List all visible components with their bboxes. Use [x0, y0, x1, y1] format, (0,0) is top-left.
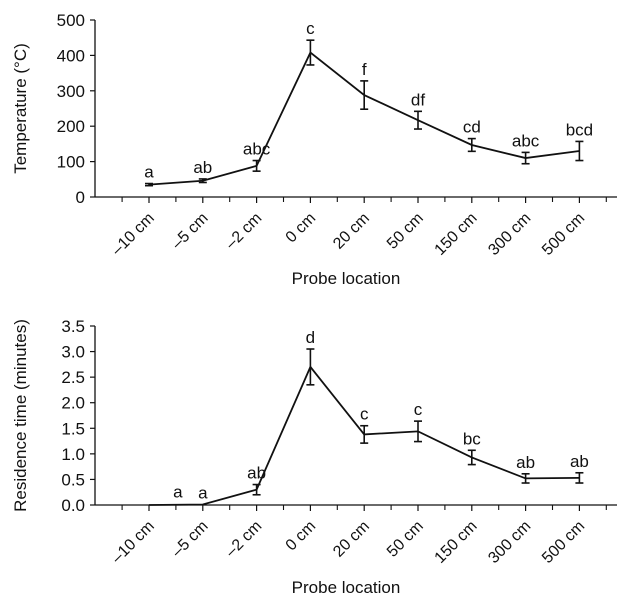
chart-panel-1: 0 100 200 300 400 500 Temperature (°C) –10 cm –5…	[11, 11, 617, 288]
significance-label: a	[173, 482, 183, 501]
x-tick-label: –10 cm	[109, 210, 158, 259]
x-tick-label: 0 cm	[283, 210, 320, 247]
x-tick-label: 150 cm	[432, 518, 481, 567]
x-axis-title: Probe location	[292, 269, 401, 288]
y-tick-label: 0.0	[61, 496, 85, 515]
significance-label: bcd	[566, 120, 593, 139]
y-axis-title: Temperature (°C)	[11, 43, 30, 174]
y-tick-label: 1.0	[61, 445, 85, 464]
y-tick-label: 500	[57, 11, 85, 30]
y-tick-label: 1.5	[61, 419, 85, 438]
x-tick-label: 0 cm	[283, 518, 320, 555]
y-tick-label: 2.5	[61, 368, 85, 387]
significance-label: df	[411, 90, 425, 109]
significance-label: f	[362, 60, 367, 79]
significance-label: a	[198, 483, 208, 502]
y-tick-label: 300	[57, 82, 85, 101]
x-axis-title: Probe location	[292, 578, 401, 597]
x-tick-label: 300 cm	[485, 210, 534, 259]
x-tick-label: –2 cm	[223, 210, 266, 253]
y-tick-label: 3.5	[61, 317, 85, 336]
significance-label: ab	[516, 453, 535, 472]
significance-label: c	[306, 19, 315, 38]
y-tick-label: 100	[57, 153, 85, 172]
y-tick-label: 2.0	[61, 394, 85, 413]
y-tick-label: 400	[57, 46, 85, 65]
x-tick-label: –5 cm	[169, 518, 212, 561]
y-tick-label: 0.5	[61, 470, 85, 489]
significance-label: a	[144, 163, 154, 182]
significance-label: d	[306, 328, 315, 347]
significance-label: abc	[243, 140, 271, 159]
x-tick-label: 300 cm	[485, 518, 534, 567]
x-tick-label: 20 cm	[330, 210, 373, 253]
significance-label: c	[360, 405, 369, 424]
x-tick-label: 50 cm	[384, 210, 427, 253]
x-tick-label: 500 cm	[539, 518, 588, 567]
significance-label: c	[414, 400, 423, 419]
y-axis-title: Residence time (minutes)	[11, 319, 30, 512]
significance-label: ab	[247, 464, 266, 483]
y-tick-label: 0	[76, 188, 85, 207]
significance-label: bc	[463, 429, 481, 448]
x-tick-label: –2 cm	[223, 518, 266, 561]
chart-panel-2: 0.0 0.5 1.0 1.5 2.0 2.5 3.0 3.5 Residence time (…	[11, 317, 617, 597]
x-tick-label: 500 cm	[539, 210, 588, 259]
x-tick-label: 20 cm	[330, 518, 373, 561]
significance-label: cd	[463, 118, 481, 137]
significance-label: ab	[193, 158, 212, 177]
significance-label: ab	[570, 452, 589, 471]
x-tick-label: 50 cm	[384, 518, 427, 561]
y-tick-label: 3.0	[61, 343, 85, 362]
significance-label: abc	[512, 131, 540, 150]
x-tick-label: –10 cm	[109, 518, 158, 567]
x-tick-label: 150 cm	[432, 210, 481, 259]
y-tick-label: 200	[57, 117, 85, 136]
x-tick-label: –5 cm	[169, 210, 212, 253]
